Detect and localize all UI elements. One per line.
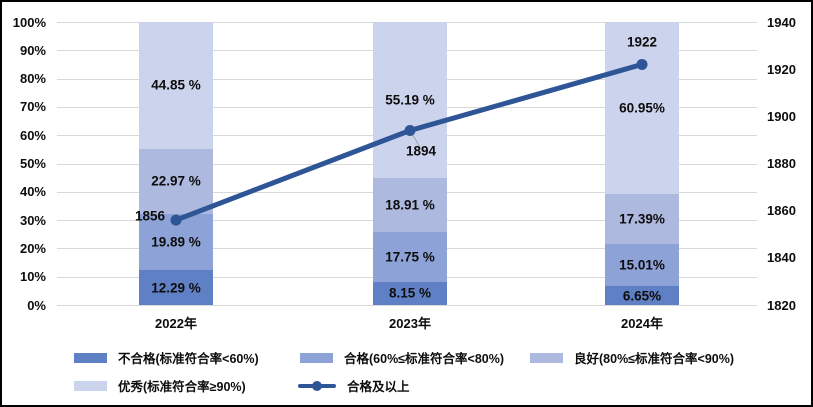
line-series-path (173, 61, 645, 223)
bar-segment (373, 281, 447, 305)
bar-segment-label: 17.75 % (385, 249, 435, 265)
legend-swatch (74, 352, 107, 363)
bar-segment (605, 22, 679, 195)
legend-item: 合格及以上 (298, 376, 410, 395)
legend-label: 合格(60%≤标准符合率<80%) (344, 352, 505, 366)
legend-swatch (300, 352, 333, 363)
bar-segment (373, 22, 447, 179)
legend-item: 不合格(标准符合率<60%) (74, 348, 259, 367)
left-axis-tick: 100% (12, 14, 46, 30)
bar-segment (139, 148, 213, 214)
legend-label: 不合格(标准符合率<60%) (118, 352, 259, 366)
bar-segment (605, 194, 679, 244)
bar-segment-label: 18.91 % (385, 197, 435, 213)
bar-segment (605, 243, 679, 287)
left-axis-tick: 0% (27, 297, 46, 313)
bar-segment (139, 270, 213, 305)
line-point-marker (636, 58, 648, 70)
legend-item: 良好(80%≤标准符合率<90%) (530, 348, 734, 367)
legend-swatch (530, 352, 563, 363)
data-label-leader-line (411, 133, 421, 148)
left-axis-tick: 40% (19, 184, 46, 200)
bar-segment-label: 19.89 % (151, 234, 201, 250)
right-axis-tick: 1820 (767, 297, 796, 313)
left-axis-tick: 10% (19, 269, 46, 285)
legend-label: 合格及以上 (347, 380, 410, 394)
bar-segment-label: 6.65% (622, 288, 662, 304)
legend-dot (312, 380, 322, 391)
left-axis-tick: 70% (19, 99, 46, 115)
legend-label: 良好(80%≤标准符合率<90%) (574, 352, 735, 366)
stacked-bar (373, 22, 447, 305)
legend-swatch (74, 380, 107, 391)
x-axis-label: 2023年 (389, 316, 431, 331)
right-axis-tick: 1940 (767, 14, 796, 30)
bar-segment-label: 12.29 % (151, 280, 201, 296)
left-axis-tick: 30% (19, 212, 46, 228)
legend-line-marker (298, 380, 336, 391)
legend-item: 合格(60%≤标准符合率<80%) (300, 348, 504, 367)
legend-item: 优秀(标准符合率≥90%) (74, 376, 246, 395)
right-axis-tick: 1880 (767, 156, 796, 171)
bar-segment-label: 44.85 % (151, 77, 201, 93)
left-axis-tick: 20% (19, 240, 46, 256)
x-axis-label: 2022年 (155, 316, 197, 331)
left-axis-tick: 80% (19, 71, 46, 87)
bar-segment-label: 8.15 % (388, 285, 432, 301)
right-axis-tick: 1860 (767, 203, 796, 219)
bar-segment-label: 55.19 % (385, 92, 435, 108)
bar-segment (139, 22, 213, 149)
left-axis-tick: 60% (19, 127, 46, 143)
gridline (57, 305, 757, 306)
line-series-svg (170, 58, 648, 226)
bar-segment-label: 22.97 % (151, 173, 201, 189)
stacked-bar (605, 22, 679, 305)
bar-segment-label: 60.95% (619, 100, 665, 116)
legend-label: 优秀(标准符合率≥90%) (118, 380, 246, 394)
bar-segment-label: 15.01% (619, 257, 665, 273)
x-axis-label: 2024年 (621, 316, 663, 331)
left-axis-tick: 90% (19, 42, 46, 58)
bar-segment-label: 17.39% (619, 211, 665, 227)
right-axis-tick: 1900 (767, 108, 796, 124)
right-axis-tick: 1920 (767, 61, 796, 77)
line-point-label: 1894 (405, 143, 437, 159)
bar-segment (605, 286, 679, 305)
right-axis-tick: 1840 (767, 250, 796, 266)
line-point-label: 1856 (134, 208, 166, 224)
line-point-marker (170, 214, 182, 226)
line-point-label: 1922 (626, 34, 658, 50)
bar-segment (373, 178, 447, 232)
bar-segment (373, 231, 447, 282)
line-point-marker (404, 124, 416, 136)
left-axis-tick: 50% (19, 156, 46, 171)
